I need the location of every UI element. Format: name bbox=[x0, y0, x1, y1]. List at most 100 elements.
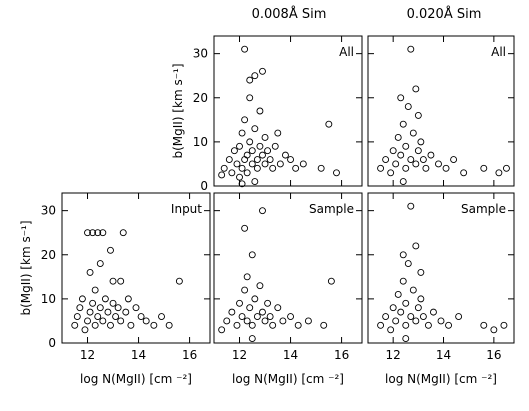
data-point bbox=[107, 246, 114, 254]
data-point bbox=[455, 313, 463, 320]
data-point bbox=[137, 313, 145, 320]
column-title-right: 0.020Å Sim bbox=[407, 6, 482, 22]
data-point bbox=[236, 299, 243, 307]
data-point bbox=[274, 304, 282, 312]
plot-frame bbox=[213, 35, 363, 187]
data-point bbox=[165, 321, 173, 329]
data-point bbox=[294, 321, 302, 329]
data-point bbox=[264, 147, 272, 155]
data-point bbox=[233, 321, 241, 329]
data-point bbox=[407, 45, 415, 53]
x-tick-label: 12 bbox=[80, 348, 95, 362]
data-point bbox=[253, 313, 261, 320]
data-point bbox=[243, 169, 251, 177]
data-point bbox=[253, 164, 261, 172]
data-point bbox=[142, 317, 150, 325]
data-point bbox=[89, 229, 97, 237]
data-point bbox=[96, 260, 104, 268]
y-tick-label: 30 bbox=[41, 204, 56, 218]
data-point bbox=[414, 111, 422, 119]
x-tick-label: 14 bbox=[436, 348, 451, 362]
data-point bbox=[320, 321, 328, 329]
data-point bbox=[397, 151, 405, 159]
data-point bbox=[256, 282, 264, 290]
data-point bbox=[228, 308, 236, 316]
data-point bbox=[86, 268, 94, 276]
data-point bbox=[266, 156, 274, 163]
data-point bbox=[387, 169, 395, 177]
y-tick-label: 10 bbox=[41, 292, 56, 306]
panel-bottom-right: 12 14 16 Sample log N(MgII) [cm ⁻²] bbox=[367, 192, 515, 386]
data-point bbox=[238, 164, 246, 172]
data-point bbox=[424, 321, 432, 329]
data-point bbox=[96, 304, 104, 312]
data-point bbox=[253, 156, 261, 163]
y-tick-label: 20 bbox=[193, 91, 208, 105]
data-point bbox=[287, 156, 295, 163]
data-point bbox=[261, 160, 269, 168]
data-point bbox=[389, 147, 397, 155]
data-point bbox=[259, 207, 266, 215]
data-point bbox=[218, 171, 226, 179]
data-point bbox=[419, 313, 427, 320]
data-point bbox=[119, 229, 127, 237]
data-point bbox=[218, 326, 226, 334]
data-point bbox=[382, 156, 390, 163]
x-tick-label: 16 bbox=[182, 348, 197, 362]
y-axis-label: b(MgII) [km s⁻¹] bbox=[19, 220, 33, 315]
data-point bbox=[246, 138, 254, 146]
data-point bbox=[299, 160, 307, 168]
data-point bbox=[377, 321, 385, 329]
data-point bbox=[279, 317, 287, 325]
x-tick-label: 16 bbox=[334, 348, 349, 362]
data-point bbox=[404, 260, 412, 268]
data-point bbox=[412, 317, 420, 325]
data-point bbox=[246, 304, 254, 312]
data-point bbox=[387, 326, 395, 334]
data-point bbox=[109, 277, 117, 285]
data-point bbox=[281, 151, 289, 159]
data-point bbox=[261, 317, 269, 325]
data-point bbox=[251, 72, 259, 80]
data-point bbox=[220, 164, 228, 172]
data-point bbox=[117, 317, 125, 325]
x-tick-label: 14 bbox=[283, 348, 298, 362]
panel-bottom-middle: 12 14 16 Sample log N(MgII) [cm ⁻²] bbox=[213, 192, 363, 386]
data-point bbox=[404, 103, 412, 111]
data-point bbox=[233, 160, 241, 168]
data-point bbox=[73, 313, 81, 320]
data-point bbox=[91, 321, 99, 329]
data-point bbox=[276, 160, 284, 168]
data-point bbox=[238, 313, 246, 320]
data-point bbox=[397, 308, 405, 316]
data-point bbox=[81, 326, 89, 334]
data-point bbox=[399, 251, 407, 259]
data-point bbox=[117, 277, 125, 285]
plot-frame bbox=[367, 35, 515, 187]
data-point bbox=[271, 142, 279, 150]
data-point bbox=[246, 94, 254, 102]
data-point bbox=[94, 313, 102, 320]
data-point bbox=[399, 120, 407, 128]
data-point bbox=[158, 313, 165, 320]
data-point bbox=[99, 317, 107, 325]
data-point bbox=[414, 304, 422, 312]
data-point bbox=[399, 178, 407, 186]
data-point bbox=[248, 147, 256, 155]
data-point bbox=[407, 202, 415, 210]
x-tick-label: 16 bbox=[486, 348, 501, 362]
x-tick-label: 12 bbox=[386, 348, 401, 362]
data-point bbox=[78, 295, 86, 303]
data-point bbox=[89, 299, 97, 307]
x-tick-label: 12 bbox=[232, 348, 247, 362]
data-point bbox=[241, 45, 249, 53]
data-point bbox=[243, 273, 251, 281]
data-point bbox=[402, 335, 410, 343]
data-point bbox=[86, 308, 94, 316]
data-point bbox=[256, 107, 264, 115]
panel-label: Input bbox=[171, 202, 202, 216]
data-point bbox=[228, 169, 236, 177]
data-point bbox=[422, 164, 430, 172]
data-point bbox=[223, 317, 231, 325]
data-point bbox=[248, 335, 256, 343]
